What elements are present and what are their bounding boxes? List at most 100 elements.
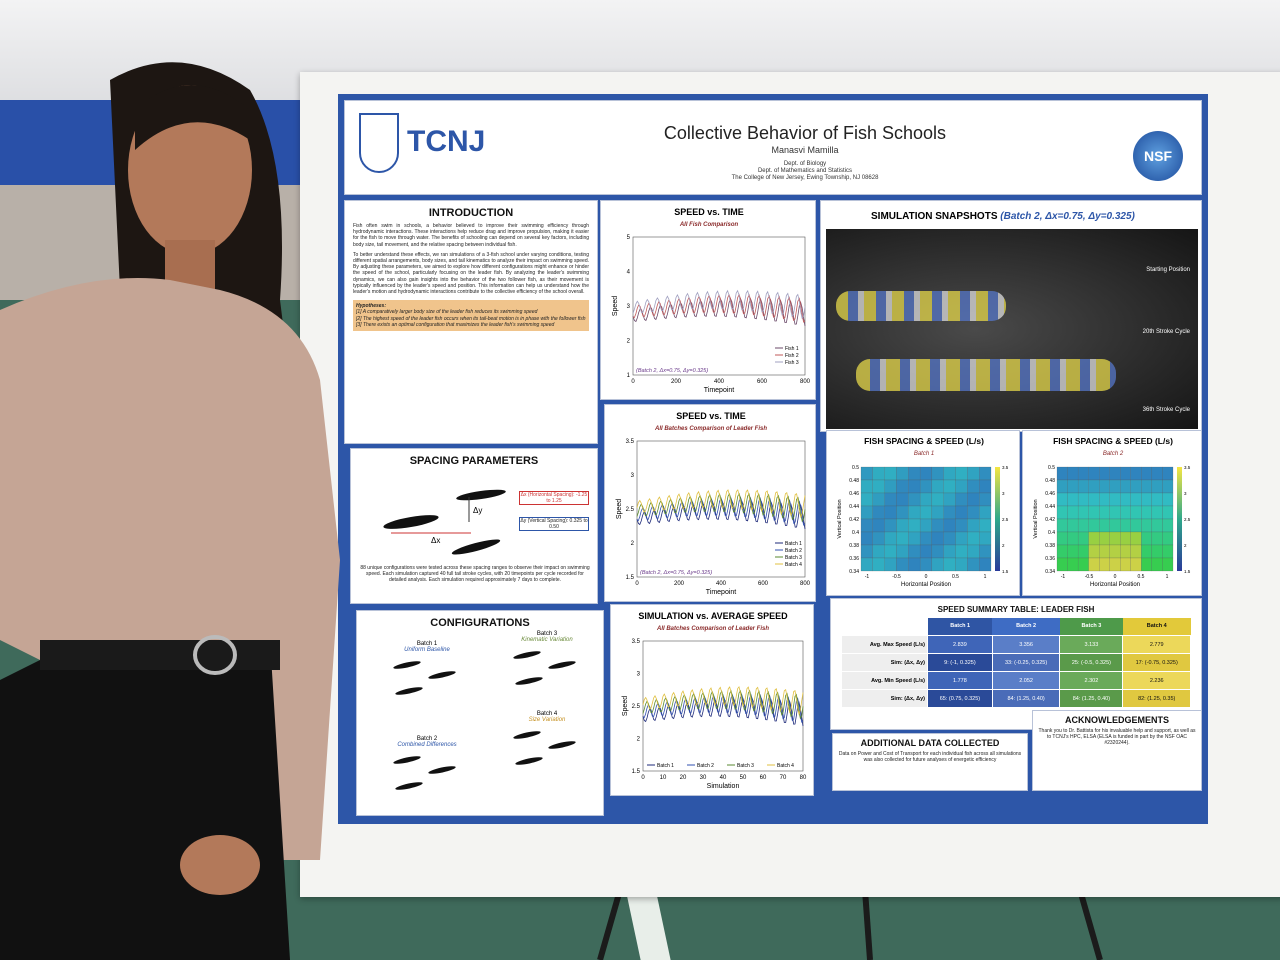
trace-decoration <box>642 689 804 720</box>
heatmap-cell <box>1088 492 1100 507</box>
heatmap-cell <box>1130 466 1142 481</box>
y-tick-label: 1.5 <box>626 575 635 581</box>
trace-decoration <box>636 500 806 530</box>
batch: Batch 1 Uniform Baseline <box>387 641 467 708</box>
heatmap-cell <box>979 505 992 520</box>
acknowledgements: ACKNOWLEDGEMENTS Thank you to Dr. Battis… <box>1032 710 1202 791</box>
y-tick-label: 0.44 <box>1045 504 1055 510</box>
heatmap-cell <box>1099 557 1110 572</box>
heatmap-cell <box>1067 557 1079 572</box>
fish-icon <box>515 677 543 685</box>
heatmap-cell <box>919 518 933 533</box>
heatmap-cell <box>1056 557 1068 572</box>
y-tick-label: 0.42 <box>849 517 859 523</box>
heatmap-cell <box>860 518 873 533</box>
table-cell: 65: (0.75, 0.325) <box>926 689 993 708</box>
fish-icon <box>393 661 421 669</box>
heatmap-cell <box>1141 466 1153 481</box>
heatmap-cell <box>1067 479 1079 494</box>
legend-label: Batch 4 <box>785 562 802 568</box>
heatmap-cell <box>955 492 968 507</box>
heatmap-cell <box>860 492 873 507</box>
heatmap-cell <box>931 479 944 494</box>
acknowledgements-text: Thank you to Dr. Battista for his invalu… <box>1038 728 1196 747</box>
heatmap-cell <box>1109 557 1121 572</box>
heatmap-cell <box>1151 557 1163 572</box>
snapshot-label: 36th Stroke Cycle <box>1142 407 1190 413</box>
x-tick-label: 50 <box>740 775 747 781</box>
table-row: Avg. Max Speed (L/s) 2.839 3.356 3.133 2.779 <box>841 635 1191 654</box>
subheading: (Batch 2, Δx=0.75, Δy=0.325) <box>1000 211 1135 222</box>
table-cell: 1.778 <box>926 671 993 690</box>
heatmap-cell <box>1067 531 1079 546</box>
heatmap-cell <box>931 505 944 520</box>
heatmap-cell <box>919 544 933 559</box>
heatmap-cell <box>955 531 968 546</box>
wake <box>856 359 1116 391</box>
x-tick-label: 400 <box>714 379 725 385</box>
fish-icons <box>513 731 576 765</box>
heatmap-cell <box>1077 531 1089 546</box>
table-cell: 2.052 <box>991 671 1061 690</box>
heatmap-cell <box>1099 518 1110 533</box>
heatmap-cell <box>896 505 909 520</box>
colorbar-tick-label: 3.5 <box>1002 465 1009 470</box>
heatmap-cell <box>1151 518 1163 533</box>
heatmap-cell <box>955 544 968 559</box>
heatmap-cell <box>1130 492 1142 507</box>
y-tick-label: 2 <box>637 737 641 743</box>
colorbar-tick-label: 2 <box>1184 543 1187 548</box>
trace-decoration <box>642 697 804 727</box>
y-tick-label: 3 <box>637 672 641 678</box>
logo-crest <box>359 113 399 173</box>
section-heading: CONFIGURATIONS <box>430 617 530 629</box>
x-tick-label: 0.5 <box>1138 574 1145 580</box>
heatmap-cell <box>908 557 921 572</box>
heatmap-cell <box>967 518 980 533</box>
heatmap-cell <box>1077 544 1089 559</box>
nsf-logo: NSF <box>1133 131 1183 181</box>
y-tick-label: 0.34 <box>849 569 859 575</box>
heatmap-cell <box>1067 505 1079 520</box>
batch-desc: Combined Differences <box>397 742 457 748</box>
x-tick-label: 30 <box>700 775 707 781</box>
row-header: Sim: (Δx, Δy) <box>841 653 928 672</box>
heatmap-cell <box>1120 544 1131 559</box>
colorbar-tick-label: 2 <box>1002 543 1005 548</box>
heatmap-cell <box>1109 505 1121 520</box>
fish-icon <box>548 741 576 749</box>
colorbar-tick-label: 3.5 <box>1184 465 1191 470</box>
heatmap-cell <box>1130 505 1142 520</box>
heatmap-cell <box>1120 531 1131 546</box>
heatmap-cell <box>919 531 933 546</box>
heatmap-cell <box>1056 518 1068 533</box>
heatmap-cell <box>1088 557 1100 572</box>
column-header: Batch 3 <box>1059 617 1123 636</box>
x-tick-label: 0 <box>1114 574 1117 580</box>
section-heading: SIMULATION SNAPSHOTS (Batch 2, Δx=0.75, … <box>871 211 1135 222</box>
heatmap-cell <box>860 557 873 572</box>
heatmap-cell <box>908 518 921 533</box>
affiliations: Dept. of Biology Dept. of Mathematics an… <box>545 161 1065 182</box>
chart-subtitle: All Batches Comparison of Leader Fish <box>654 426 767 432</box>
table-cell: 25: (-0.5, 0.325) <box>1059 653 1124 672</box>
heatmap-cell <box>1162 518 1174 533</box>
heatmap-cell <box>1067 466 1079 481</box>
batch-name: Batch 4 <box>536 711 558 717</box>
table-cell: 9: (-1, 0.325) <box>926 653 993 672</box>
y-tick-label: 0.36 <box>849 556 859 562</box>
x-tick-label: 0.5 <box>952 574 959 580</box>
heatmap-cell <box>943 531 956 546</box>
heatmap-cell <box>1088 518 1100 533</box>
heatmap-subtitle: Batch 1 <box>914 451 934 457</box>
dx-note: Δx (Horizontal Spacing): -1.25 to 1.25 <box>519 491 589 506</box>
heatmap-cell <box>1088 505 1100 520</box>
chart-panel: SPEED vs. TIME All Batches Comparison of … <box>604 404 816 602</box>
heatmap-cell <box>1130 531 1142 546</box>
heatmap-cell <box>967 544 980 559</box>
y-tick-label: 5 <box>627 235 631 241</box>
x-tick-label: 0 <box>635 581 639 587</box>
heatmap-cell <box>872 492 885 507</box>
paragraph: To better understand these effects, we r… <box>353 251 589 296</box>
fish-icons <box>393 661 456 695</box>
